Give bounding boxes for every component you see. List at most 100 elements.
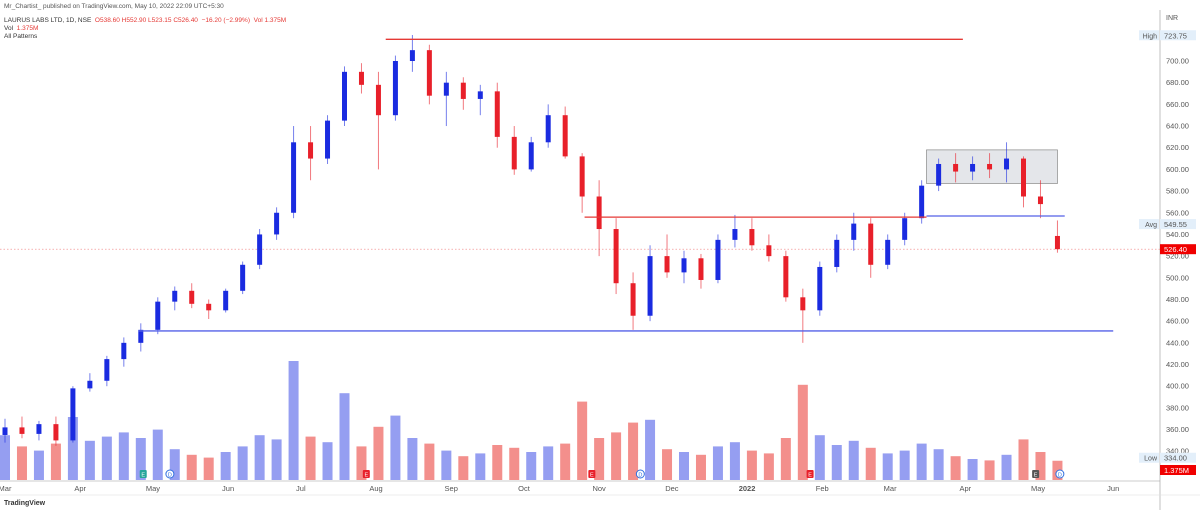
candle-body — [545, 115, 551, 143]
y-tick-label: 520.00 — [1166, 252, 1189, 261]
candle-body — [953, 163, 959, 172]
volume-bar — [135, 438, 146, 480]
candle-body — [630, 283, 636, 316]
avg-label: 549.55 — [1164, 220, 1187, 229]
y-tick-label: 500.00 — [1166, 273, 1189, 282]
candle-body — [766, 245, 772, 257]
dividend-marker — [1055, 469, 1065, 479]
volume-bar — [695, 454, 706, 480]
dividend-marker — [165, 469, 175, 479]
volume-bar — [611, 432, 622, 480]
volume-bar — [339, 393, 350, 480]
candle-body — [443, 82, 449, 96]
candle-body — [426, 50, 432, 96]
candle-body — [70, 388, 76, 441]
y-tick-label: 660.00 — [1166, 100, 1189, 109]
volume-bar — [1035, 452, 1046, 480]
y-tick-label: 360.00 — [1166, 425, 1189, 434]
candle-body — [919, 185, 925, 219]
y-tick-label: 380.00 — [1166, 403, 1189, 412]
volume-bar — [560, 443, 571, 480]
volume-value: 1.375M — [16, 25, 39, 32]
high-label-bg — [1160, 30, 1196, 41]
candle-body — [104, 359, 110, 381]
y-tick-label: 700.00 — [1166, 57, 1189, 66]
candle-body — [494, 91, 500, 137]
candle-body — [274, 212, 280, 235]
dividend-marker — [635, 469, 645, 479]
last-volume-bg — [1160, 465, 1196, 475]
volume-bar — [594, 438, 605, 480]
x-tick-label: Apr — [74, 484, 86, 493]
event-letter: D — [1058, 473, 1062, 479]
last-price-label: 526.40 — [1164, 245, 1187, 254]
last-price-label-bg — [1160, 244, 1196, 255]
volume-bar — [628, 422, 639, 480]
event-letter: E — [590, 473, 594, 479]
volume-bar — [407, 438, 418, 480]
volume-bar — [967, 459, 978, 480]
symbol-name[interactable]: LAURUS LABS LTD, 1D, NSE — [4, 17, 92, 24]
candle-body — [392, 61, 398, 116]
volume-bar — [33, 450, 44, 480]
y-tick-label: 580.00 — [1166, 187, 1189, 196]
candle-body — [749, 229, 755, 246]
candle-body — [936, 163, 942, 186]
candle-body — [732, 229, 738, 240]
candle-body — [36, 424, 42, 434]
candle-body — [87, 380, 93, 389]
candle-body — [19, 427, 25, 434]
x-tick-label: Sep — [445, 484, 458, 493]
x-tick-label: Jul — [296, 484, 306, 493]
volume-bar — [780, 438, 791, 480]
candle-body — [138, 329, 144, 343]
candle-body — [528, 142, 534, 170]
volume-bar — [882, 453, 893, 480]
currency-label: INR — [1166, 15, 1178, 22]
y-tick-label: 540.00 — [1166, 230, 1189, 239]
volume-bar — [662, 449, 673, 480]
volume-bar — [763, 453, 774, 480]
candle-body — [613, 229, 619, 284]
candle-body — [562, 115, 568, 157]
last-volume-label: 1.375M — [1164, 466, 1189, 475]
candle-body — [817, 266, 823, 311]
avg-label-bg — [1160, 219, 1196, 230]
candle-body — [189, 290, 195, 304]
volume-bar — [679, 452, 689, 480]
y-tick-label: 620.00 — [1166, 143, 1189, 152]
volume-bar — [645, 419, 656, 480]
price-change: −16.20 (−2.99%) — [201, 17, 250, 24]
volume-bar — [84, 440, 95, 480]
volume-bar — [390, 415, 401, 480]
volume-bar — [712, 446, 723, 480]
candle-body — [53, 424, 59, 441]
candle-body — [987, 163, 993, 170]
volume-bar — [67, 417, 78, 480]
candle-body — [409, 50, 415, 61]
volume-bar — [543, 446, 554, 480]
volume-bar — [288, 361, 299, 480]
x-tick-label: Jun — [222, 484, 234, 493]
high-label-tag: High — [1143, 33, 1158, 40]
avg-label-tag: Avg — [1145, 222, 1157, 229]
candle-body — [1021, 158, 1026, 197]
legend-indicator[interactable]: All Patterns — [4, 33, 38, 40]
volume-bar — [203, 457, 214, 480]
candle-body — [206, 303, 212, 311]
event-letter: E — [1034, 473, 1038, 479]
volume-bar — [526, 452, 537, 480]
candle-body — [511, 136, 517, 170]
tradingview-logo: TradingView — [4, 500, 46, 507]
candle-body — [664, 256, 670, 273]
x-tick-label: May — [146, 484, 160, 493]
candle-body — [885, 239, 891, 265]
volume-bar — [186, 454, 197, 480]
volume-bar — [831, 445, 842, 480]
legend-volume[interactable]: Vol 1.375M — [4, 25, 38, 32]
volume-bar — [899, 450, 910, 480]
candle-body — [868, 223, 874, 265]
low-label: 334.00 — [1164, 454, 1187, 463]
